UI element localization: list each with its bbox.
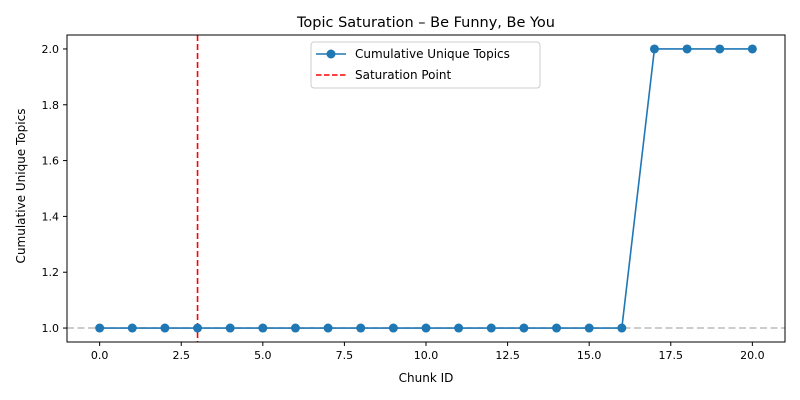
y-axis: 1.0 1.2 1.4 1.6 1.8 2.0 <box>42 43 67 335</box>
legend-label-series: Cumulative Unique Topics <box>355 47 510 61</box>
x-tick-label: 12.5 <box>495 349 520 362</box>
x-tick-label: 0.0 <box>91 349 109 362</box>
data-point <box>584 323 594 333</box>
y-tick-label: 1.8 <box>42 99 60 112</box>
data-point <box>193 323 203 333</box>
y-axis-label: Cumulative Unique Topics <box>14 109 28 264</box>
y-tick-label: 2.0 <box>42 43 60 56</box>
data-point <box>421 323 431 333</box>
legend-label-saturation: Saturation Point <box>355 68 451 82</box>
x-tick-label: 17.5 <box>659 349 684 362</box>
x-tick-label: 15.0 <box>577 349 602 362</box>
data-point <box>356 323 366 333</box>
data-point <box>747 44 757 54</box>
data-point <box>290 323 300 333</box>
data-point <box>258 323 268 333</box>
data-point <box>160 323 170 333</box>
data-point <box>682 44 692 54</box>
data-point <box>454 323 464 333</box>
data-point <box>95 323 105 333</box>
data-point <box>323 323 333 333</box>
x-tick-label: 2.5 <box>172 349 190 362</box>
y-tick-label: 1.2 <box>42 266 60 279</box>
data-point <box>715 44 725 54</box>
legend-box <box>310 41 541 89</box>
x-tick-label: 20.0 <box>740 349 765 362</box>
data-point <box>127 323 137 333</box>
x-tick-label: 5.0 <box>254 349 272 362</box>
data-point <box>486 323 496 333</box>
x-tick-label: 10.0 <box>414 349 439 362</box>
x-tick-label: 7.5 <box>336 349 354 362</box>
y-tick-label: 1.0 <box>42 322 60 335</box>
legend-marker-swatch <box>326 49 336 59</box>
x-axis-label: Chunk ID <box>399 371 454 385</box>
data-point <box>649 44 659 54</box>
y-tick-label: 1.4 <box>42 210 60 223</box>
y-tick-label: 1.6 <box>42 155 60 168</box>
data-point <box>225 323 235 333</box>
data-point <box>617 323 627 333</box>
legend: Cumulative Unique Topics Saturation Poin… <box>310 41 541 89</box>
plot-area <box>67 35 785 342</box>
data-point <box>388 323 398 333</box>
data-point <box>519 323 529 333</box>
data-point <box>552 323 562 333</box>
x-axis: 0.0 2.5 5.0 7.5 10.0 12.5 15.0 17.5 20.0 <box>91 342 765 362</box>
chart-title: Topic Saturation – Be Funny, Be You <box>296 15 555 31</box>
